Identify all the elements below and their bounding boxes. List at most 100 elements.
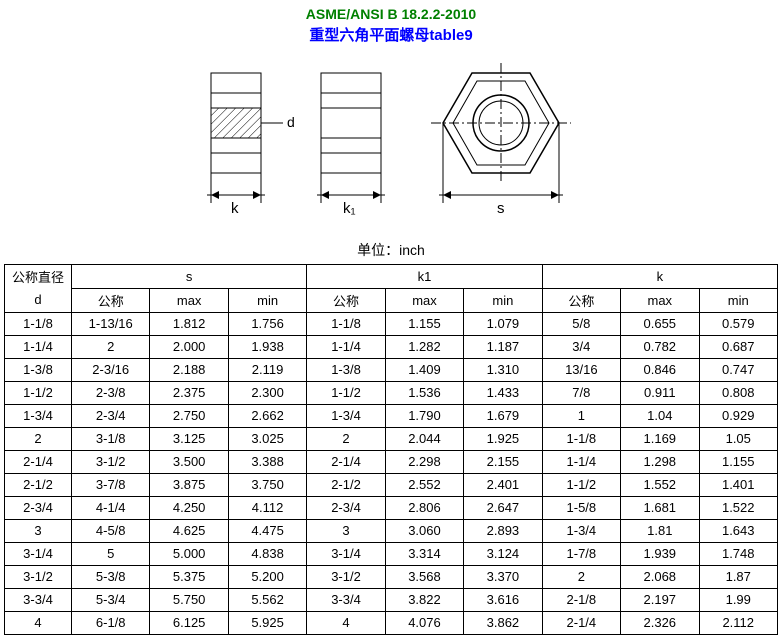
cell-s_min: 1.938 [228,335,306,358]
cell-k_max: 1.04 [621,404,699,427]
cell-k1_max: 1.155 [385,312,463,335]
cell-k1_max: 3.314 [385,542,463,565]
cell-s_min: 5.925 [228,611,306,634]
cell-k_min: 0.687 [699,335,778,358]
cell-k_min: 1.643 [699,519,778,542]
cell-k_nom: 13/16 [542,358,620,381]
cell-k_min: 0.808 [699,381,778,404]
cell-s_nom: 3-1/8 [72,427,150,450]
cell-d: 1-1/4 [5,335,72,358]
cell-s_nom: 2-3/16 [72,358,150,381]
label-d: d [287,114,295,130]
cell-k1_nom: 1-1/8 [307,312,385,335]
hdr-k1-nom: 公称 [307,288,385,312]
table-row: 1-1/81-13/161.8121.7561-1/81.1551.0795/8… [5,312,778,335]
cell-k1_max: 4.076 [385,611,463,634]
cell-k1_max: 3.822 [385,588,463,611]
cell-k_max: 1.939 [621,542,699,565]
standard-title: ASME/ANSI B 18.2.2-2010 [4,6,778,22]
cell-k1_max: 1.409 [385,358,463,381]
cell-k_nom: 3/4 [542,335,620,358]
cell-k_min: 1.155 [699,450,778,473]
cell-k1_nom: 2-3/4 [307,496,385,519]
cell-k1_max: 1.536 [385,381,463,404]
cell-k_nom: 1-5/8 [542,496,620,519]
cell-k_max: 2.197 [621,588,699,611]
cell-k_min: 1.522 [699,496,778,519]
cell-s_nom: 1-13/16 [72,312,150,335]
cell-s_min: 5.562 [228,588,306,611]
table-row: 1-3/42-3/42.7502.6621-3/41.7901.67911.04… [5,404,778,427]
cell-d: 3-3/4 [5,588,72,611]
hdr-k: k [542,265,777,289]
cell-k1_min: 1.679 [464,404,542,427]
cell-k1_max: 3.060 [385,519,463,542]
cell-k_nom: 2-1/8 [542,588,620,611]
label-k: k [231,200,239,217]
cell-k_nom: 2-1/4 [542,611,620,634]
cell-s_nom: 4-5/8 [72,519,150,542]
cell-k1_nom: 3-1/2 [307,565,385,588]
table-row: 2-1/43-1/23.5003.3882-1/42.2982.1551-1/4… [5,450,778,473]
cell-s_max: 1.812 [150,312,228,335]
cell-k_max: 0.911 [621,381,699,404]
cell-k1_min: 1.433 [464,381,542,404]
cell-k_max: 0.782 [621,335,699,358]
spec-table: 公称直径 s k1 k d 公称 max min 公称 max min 公称 m… [4,264,778,635]
cell-s_nom: 5-3/8 [72,565,150,588]
cell-s_nom: 3-7/8 [72,473,150,496]
diagram: d k k₁ s [4,53,778,236]
cell-k_nom: 1-1/2 [542,473,620,496]
cell-k_nom: 1-1/4 [542,450,620,473]
cell-s_min: 2.300 [228,381,306,404]
unit-label: 单位：inch [4,240,778,260]
table-row: 1-1/422.0001.9381-1/41.2821.1873/40.7820… [5,335,778,358]
cell-k_min: 2.112 [699,611,778,634]
cell-s_max: 3.500 [150,450,228,473]
cell-d: 2-1/4 [5,450,72,473]
cell-k_min: 0.579 [699,312,778,335]
cell-k1_nom: 4 [307,611,385,634]
table-row: 2-3/44-1/44.2504.1122-3/42.8062.6471-5/8… [5,496,778,519]
cell-s_nom: 3-1/2 [72,450,150,473]
cell-s_min: 2.119 [228,358,306,381]
cell-s_max: 5.000 [150,542,228,565]
cell-s_max: 2.188 [150,358,228,381]
cell-s_nom: 6-1/8 [72,611,150,634]
cell-k1_nom: 1-3/8 [307,358,385,381]
cell-k1_max: 2.298 [385,450,463,473]
cell-s_max: 5.375 [150,565,228,588]
cell-k1_max: 2.552 [385,473,463,496]
cell-k1_min: 2.401 [464,473,542,496]
part-title: 重型六角平面螺母table9 [4,24,778,45]
cell-k_max: 1.298 [621,450,699,473]
table-row: 46-1/86.1255.92544.0763.8622-1/42.3262.1… [5,611,778,634]
cell-k_max: 0.846 [621,358,699,381]
cell-s_min: 3.750 [228,473,306,496]
cell-d: 4 [5,611,72,634]
cell-s_max: 6.125 [150,611,228,634]
cell-k_min: 1.87 [699,565,778,588]
cell-s_max: 4.250 [150,496,228,519]
table-row: 34-5/84.6254.47533.0602.8931-3/41.811.64… [5,519,778,542]
cell-k1_max: 2.806 [385,496,463,519]
cell-k1_min: 1.310 [464,358,542,381]
cell-k_min: 1.401 [699,473,778,496]
cell-k1_nom: 2-1/2 [307,473,385,496]
cell-k1_min: 1.079 [464,312,542,335]
cell-k_max: 1.681 [621,496,699,519]
cell-k_min: 1.05 [699,427,778,450]
cell-k1_min: 2.893 [464,519,542,542]
cell-k1_nom: 3 [307,519,385,542]
table-row: 1-3/82-3/162.1882.1191-3/81.4091.31013/1… [5,358,778,381]
cell-d: 2 [5,427,72,450]
cell-d: 2-3/4 [5,496,72,519]
cell-k1_max: 3.568 [385,565,463,588]
cell-k1_nom: 3-3/4 [307,588,385,611]
table-row: 1-1/22-3/82.3752.3001-1/21.5361.4337/80.… [5,381,778,404]
cell-s_min: 2.662 [228,404,306,427]
cell-k_nom: 7/8 [542,381,620,404]
cell-k1_max: 2.044 [385,427,463,450]
cell-s_nom: 2-3/8 [72,381,150,404]
cell-s_min: 4.475 [228,519,306,542]
